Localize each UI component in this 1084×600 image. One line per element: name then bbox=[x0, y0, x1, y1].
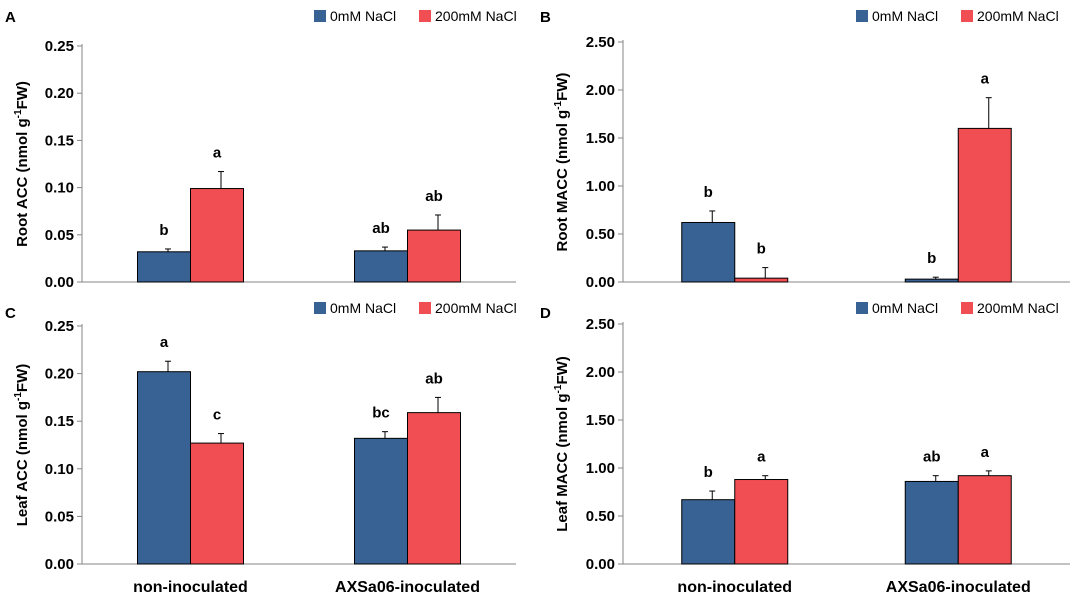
panel-c-category-label-2: AXSa06-inoculated bbox=[335, 579, 480, 596]
panel-d-y-tick-label: 1.00 bbox=[586, 460, 615, 477]
panel-d-category-label-1: non-inoculated bbox=[677, 579, 792, 596]
panel-c-category-label-1: non-inoculated bbox=[133, 579, 248, 596]
panel-c-y-tick-label: 0.05 bbox=[45, 508, 74, 525]
panel-a-y-tick-label: 0.10 bbox=[45, 180, 74, 197]
panel-d-y-tick-label: 1.50 bbox=[586, 412, 615, 429]
panel-a-significance-salt-2: ab bbox=[425, 188, 443, 205]
panel-d-significance-control-1: b bbox=[704, 464, 713, 481]
panel-c-y-tick-label: 0.25 bbox=[45, 318, 74, 335]
panel-c-legend-swatch-2 bbox=[419, 302, 431, 314]
panel-b-bar-control-2 bbox=[904, 278, 959, 283]
panel-a-legend-label-2: 200mM NaCl bbox=[435, 8, 517, 24]
panel-b-y-tick-label: 2.00 bbox=[586, 82, 615, 99]
panel-d-y-axis-label: Leaf MACC (nmol g-1FW) bbox=[553, 356, 571, 532]
panel-d-bar-salt-1 bbox=[734, 479, 789, 565]
panel-d-y-tick-label: 2.50 bbox=[586, 316, 615, 333]
panel-c-significance-salt-2: ab bbox=[425, 370, 443, 387]
panel-c-bar-control-2 bbox=[354, 437, 408, 565]
panel-b-label: B bbox=[540, 9, 551, 26]
panel-c-legend-label-1: 0mM NaCl bbox=[330, 300, 396, 316]
panel-d-bar-control-1 bbox=[681, 499, 736, 565]
panel-b-y-tick-label: 2.50 bbox=[586, 34, 615, 51]
panel-c-legend-swatch-1 bbox=[314, 302, 326, 314]
panel-a-y-tick-label: 0.15 bbox=[45, 132, 74, 149]
panel-b-y-axis-label: Root MACC (nmol g-1FW) bbox=[553, 73, 571, 252]
panel-a-legend-label-1: 0mM NaCl bbox=[330, 8, 396, 24]
panel-a-y-tick-label: 0.20 bbox=[45, 85, 74, 102]
panel-c-y-tick-label: 0.10 bbox=[45, 461, 74, 478]
panel-d-legend-label-2: 200mM NaCl bbox=[977, 300, 1059, 316]
panel-b-y-tick-label: 1.00 bbox=[586, 178, 615, 195]
panel-b-legend-swatch-2 bbox=[961, 10, 973, 22]
panel-b-y-tick-label: 0.00 bbox=[586, 274, 615, 291]
panel-a-y-tick-label: 0.25 bbox=[45, 38, 74, 55]
panel-c-bar-salt-2 bbox=[407, 412, 461, 565]
panel-b-legend-label-2: 200mM NaCl bbox=[977, 8, 1059, 24]
panel-d-legend-swatch-2 bbox=[961, 302, 973, 314]
panel-c-significance-salt-1: c bbox=[213, 407, 221, 424]
panel-d-y-tick-label: 0.50 bbox=[586, 508, 615, 525]
panel-d-significance-salt-1: a bbox=[757, 449, 766, 466]
panel-a-legend-swatch-1 bbox=[314, 10, 326, 22]
panel-d-legend-swatch-1 bbox=[856, 302, 868, 314]
panel-a-y-tick-label: 0.05 bbox=[45, 227, 74, 244]
panel-c-y-axis-label: Leaf ACC (nmol g-1FW) bbox=[13, 364, 31, 527]
panel-d-significance-salt-2: a bbox=[981, 444, 990, 461]
panel-c-legend-label-2: 200mM NaCl bbox=[435, 300, 517, 316]
panel-a-bar-control-1 bbox=[137, 251, 191, 283]
panel-a-significance-control-1: b bbox=[159, 222, 168, 239]
panel-b-legend-label-1: 0mM NaCl bbox=[872, 8, 938, 24]
panel-b-significance-salt-1: b bbox=[757, 241, 766, 258]
panel-a-bar-salt-2 bbox=[407, 229, 461, 283]
panel-a-label: A bbox=[5, 9, 16, 26]
panel-d-legend-label-1: 0mM NaCl bbox=[872, 300, 938, 316]
panel-a-y-axis-label: Root ACC (nmol g-1FW) bbox=[13, 81, 31, 247]
panel-c-significance-control-1: a bbox=[160, 334, 169, 351]
panel-d-bar-salt-2 bbox=[957, 475, 1012, 565]
panel-c-label: C bbox=[5, 305, 16, 322]
panel-c-y-tick-label: 0.00 bbox=[45, 556, 74, 573]
panel-b-significance-control-2: b bbox=[927, 250, 936, 267]
panel-b-legend-swatch-1 bbox=[856, 10, 868, 22]
panel-b-significance-control-1: b bbox=[704, 184, 713, 201]
panel-c-y-tick-label: 0.20 bbox=[45, 366, 74, 383]
panel-c-y-tick-label: 0.15 bbox=[45, 413, 74, 430]
panel-b-significance-salt-2: a bbox=[981, 71, 990, 88]
panel-d-category-label-2: AXSa06-inoculated bbox=[886, 579, 1031, 596]
panel-c-bar-salt-1 bbox=[190, 442, 244, 565]
panel-d-bar-control-2 bbox=[904, 480, 959, 565]
panel-a-bar-control-2 bbox=[354, 250, 408, 283]
panel-a-legend-swatch-2 bbox=[419, 10, 431, 22]
panel-b-y-tick-label: 1.50 bbox=[586, 130, 615, 147]
panel-a-bar-salt-1 bbox=[190, 188, 244, 283]
panel-d-label: D bbox=[540, 305, 551, 322]
panel-d-y-tick-label: 0.00 bbox=[586, 556, 615, 573]
panel-b-bar-salt-1 bbox=[734, 277, 789, 283]
panel-c-bar-control-1 bbox=[137, 371, 191, 565]
panel-b-y-tick-label: 0.50 bbox=[586, 226, 615, 243]
panel-a-significance-control-2: ab bbox=[372, 220, 390, 237]
panel-a-y-tick-label: 0.00 bbox=[45, 274, 74, 291]
panel-d-significance-control-2: ab bbox=[923, 449, 941, 466]
panel-b-bar-control-1 bbox=[681, 221, 736, 283]
panel-d-y-tick-label: 2.00 bbox=[586, 364, 615, 381]
panel-c-significance-control-2: bc bbox=[372, 405, 390, 422]
panel-b-bar-salt-2 bbox=[957, 127, 1012, 283]
panel-a-significance-salt-1: a bbox=[213, 145, 222, 162]
